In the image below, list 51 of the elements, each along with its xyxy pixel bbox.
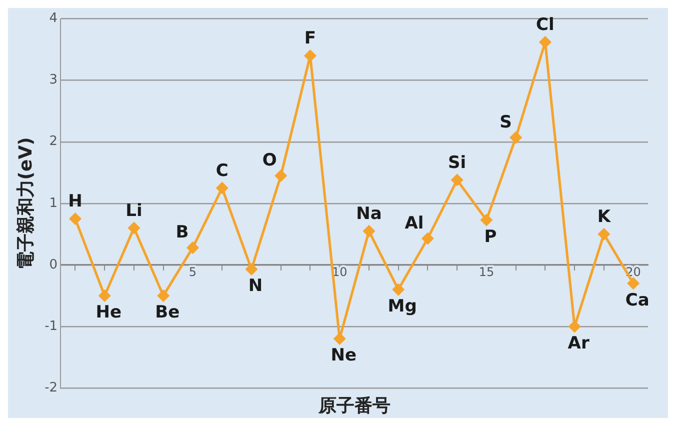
annotation: Al	[404, 213, 424, 234]
x-tick-label: 15	[478, 265, 494, 280]
point	[480, 214, 492, 226]
x-tick-label: 5	[188, 265, 197, 280]
annotation: H	[68, 192, 82, 212]
annotation: Na	[356, 204, 382, 224]
x-axis-title: 原子番号	[317, 396, 390, 417]
point	[246, 263, 258, 275]
annotation: B	[176, 222, 189, 243]
annotation: Si	[448, 152, 466, 173]
annotation: Ar	[568, 333, 590, 354]
y-tick-label: 4	[49, 11, 58, 26]
annotation: Mg	[388, 296, 417, 316]
y-tick-label: 1	[49, 196, 58, 211]
annotation: O	[262, 150, 277, 171]
point	[128, 222, 140, 234]
annotation: C	[216, 160, 228, 181]
annotation: K	[597, 207, 612, 228]
point	[628, 278, 640, 290]
y-tick-label: 0	[49, 257, 58, 272]
annotation: Ca	[625, 290, 650, 310]
y-tick-label: 3	[49, 72, 58, 88]
point	[392, 284, 404, 296]
y-tick-label: 2	[49, 134, 58, 150]
point	[598, 228, 610, 240]
point	[510, 132, 522, 144]
annotation: He	[96, 302, 122, 323]
annotation: S	[500, 112, 512, 132]
point	[158, 290, 170, 302]
annotation: Cl	[536, 15, 554, 36]
annotation: N	[248, 276, 263, 296]
annotation: F	[304, 28, 316, 49]
point	[186, 242, 198, 254]
annotation: Be	[155, 302, 180, 323]
annotation: P	[484, 226, 497, 247]
point	[334, 333, 346, 345]
point	[363, 225, 375, 237]
point	[304, 50, 316, 62]
point	[422, 232, 434, 244]
annotation: Ne	[330, 346, 356, 366]
annotation: Li	[126, 200, 142, 221]
point	[568, 320, 580, 332]
point	[70, 213, 81, 225]
point	[539, 36, 551, 48]
point	[451, 174, 463, 186]
point	[216, 182, 228, 194]
y-tick-label: -1	[44, 318, 58, 334]
point	[98, 290, 110, 302]
point	[275, 170, 287, 182]
y-axis-title: 電子親和力(eV)	[15, 137, 36, 270]
y-tick-label: -2	[44, 380, 58, 396]
